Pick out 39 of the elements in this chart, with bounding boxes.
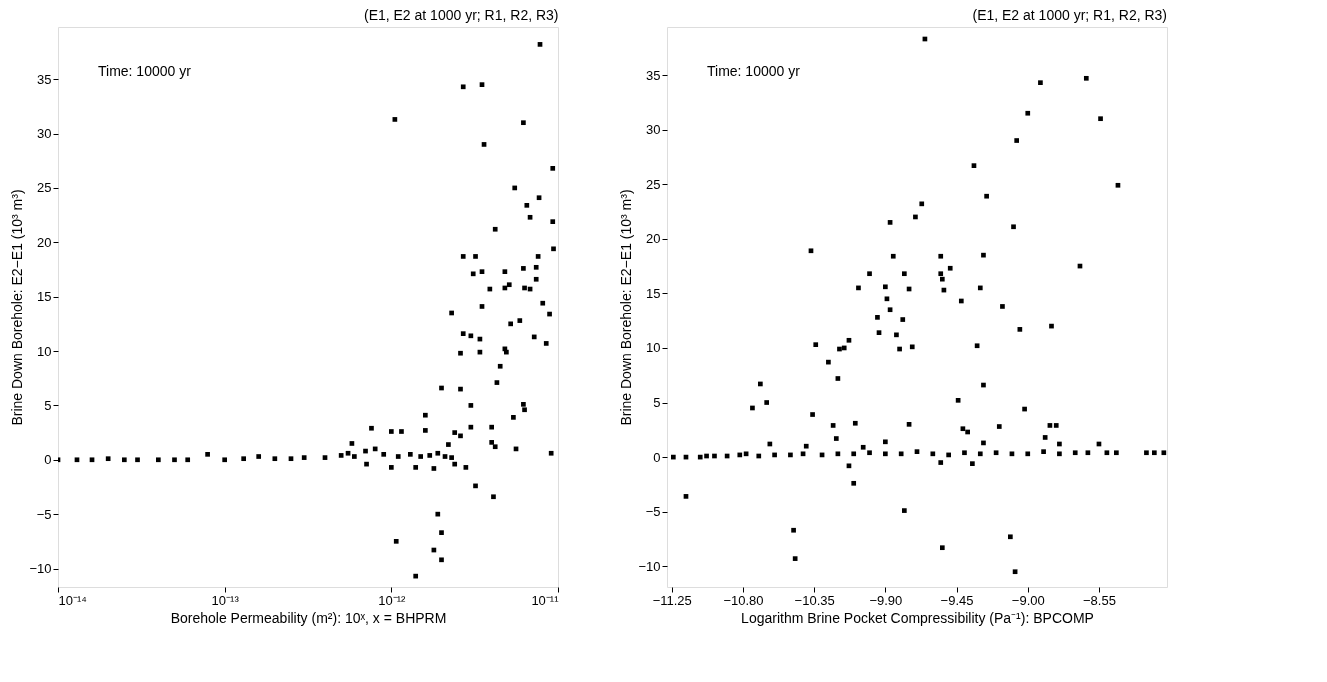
x-axis-title: Borehole Permeability (m²): 10ˣ, x = BHPRM xyxy=(170,609,447,626)
y-tick-label: 5 xyxy=(44,397,52,413)
y-tick-label: 15 xyxy=(646,285,661,301)
x-tick-label: 10⁻¹⁴ xyxy=(58,592,87,608)
y-tick-label: 35 xyxy=(37,71,52,87)
chart-title: (E1, E2 at 1000 yr; R1, R2, R3) xyxy=(363,7,559,23)
x-tick-label: −11.25 xyxy=(652,592,692,608)
y-tick-label: 20 xyxy=(37,234,52,250)
y-tick-label: 20 xyxy=(646,231,661,247)
x-tick-label: −9.90 xyxy=(869,592,903,608)
annotation: Time: 10000 yr xyxy=(98,63,192,79)
x-tick-label: −10.35 xyxy=(794,592,835,608)
y-tick-label: 10 xyxy=(37,343,52,359)
y-tick-label: −5 xyxy=(645,504,661,520)
y-tick-label: 30 xyxy=(37,126,52,142)
x-axis-title: Logarithm Brine Pocket Compressibility (Pa⁻¹): BPCOMP xyxy=(741,609,1094,626)
x-tick-label: −8.55 xyxy=(1083,592,1116,608)
y-tick-label: 30 xyxy=(646,122,661,138)
y-tick-label: −10 xyxy=(29,561,52,577)
y-tick-label: 0 xyxy=(44,452,52,468)
y-tick-label: −10 xyxy=(638,558,661,574)
y-tick-label: 35 xyxy=(646,67,661,83)
y-axis-title: Brine Down Borehole: E2−E1 (10³ m³) xyxy=(9,189,26,426)
y-tick-label: 15 xyxy=(37,289,52,305)
chart-title: (E1, E2 at 1000 yr; R1, R2, R3) xyxy=(972,7,1167,23)
y-tick-label: 25 xyxy=(37,180,52,196)
x-tick-label: 10⁻¹³ xyxy=(211,592,240,608)
y-tick-label: −5 xyxy=(36,506,52,522)
y-axis-title: Brine Down Borehole: E2−E1 (10³ m³) xyxy=(618,189,635,426)
x-tick-label: −9.00 xyxy=(1011,592,1045,608)
y-tick-label: 0 xyxy=(653,449,661,465)
y-tick-label: 25 xyxy=(646,176,661,192)
x-tick-label: 10⁻¹¹ xyxy=(531,592,560,608)
x-tick-label: 10⁻¹² xyxy=(378,592,407,608)
x-tick-label: −10.80 xyxy=(723,592,764,608)
x-tick-label: −9.45 xyxy=(940,592,974,608)
y-tick-label: 10 xyxy=(646,340,661,356)
annotation: Time: 10000 yr xyxy=(707,63,801,79)
y-tick-label: 5 xyxy=(653,395,661,411)
